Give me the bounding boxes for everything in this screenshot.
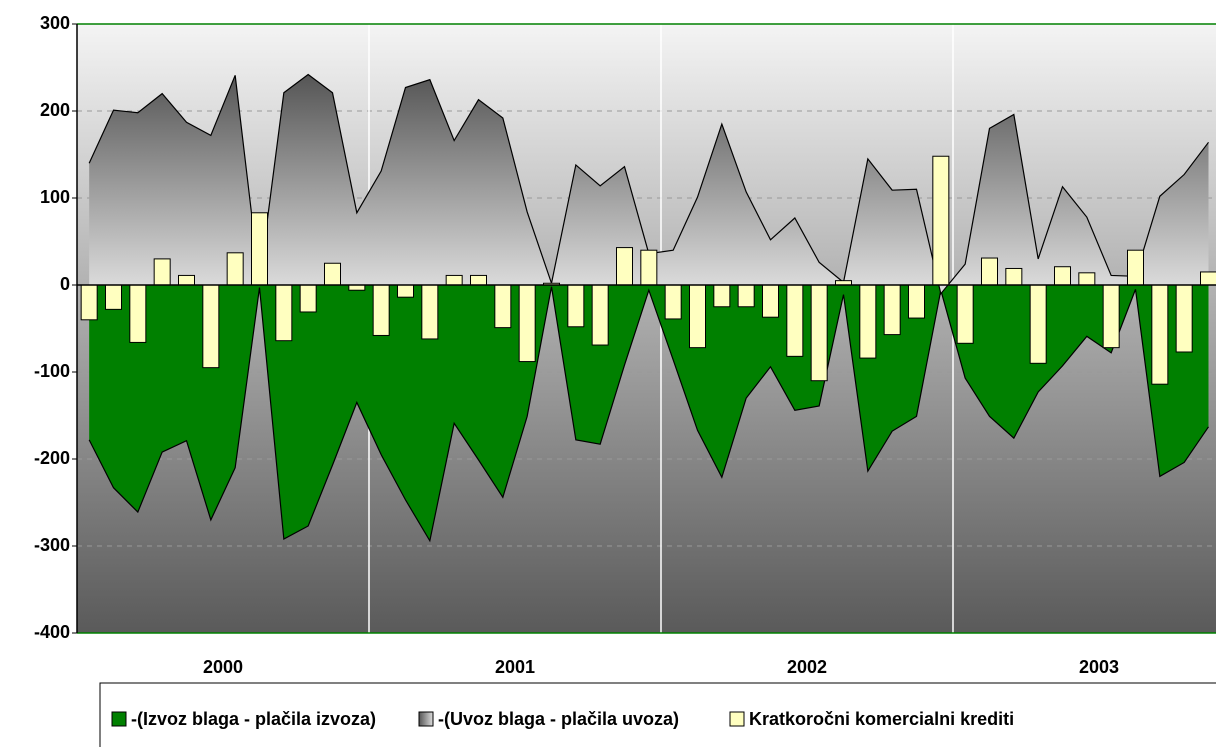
bar bbox=[640, 249, 658, 286]
legend-label: Kratkoročni komercialni krediti bbox=[749, 709, 1014, 729]
bar bbox=[1102, 284, 1120, 349]
legend-box bbox=[99, 682, 1216, 747]
x-tick-label: 2001 bbox=[495, 657, 535, 677]
x-tick-label: 2002 bbox=[787, 657, 827, 677]
y-tick-label: 0 bbox=[60, 274, 70, 294]
bar bbox=[883, 284, 901, 336]
bar bbox=[421, 284, 439, 340]
line bbox=[88, 286, 1209, 543]
bar bbox=[397, 284, 414, 298]
y-tick-label: -400 bbox=[34, 622, 70, 642]
bar bbox=[105, 284, 122, 310]
bar bbox=[518, 284, 536, 363]
bar bbox=[1175, 284, 1193, 353]
y-tick-label: 100 bbox=[40, 187, 70, 207]
bar bbox=[737, 284, 755, 308]
legend-swatch bbox=[418, 711, 434, 727]
bar bbox=[1200, 271, 1216, 286]
area bbox=[89, 285, 1209, 541]
bar bbox=[1151, 284, 1169, 385]
bar bbox=[1127, 249, 1144, 286]
legend-swatch bbox=[729, 711, 745, 727]
y-tick-label: 200 bbox=[40, 100, 70, 120]
bar bbox=[786, 284, 804, 357]
bar bbox=[616, 247, 633, 286]
bar bbox=[567, 284, 585, 328]
legend-label: -(Izvoz blaga - plačila izvoza) bbox=[131, 709, 376, 729]
y-tick-label: -300 bbox=[34, 535, 70, 555]
bar bbox=[713, 284, 731, 308]
bar bbox=[251, 212, 268, 286]
x-tick-label: 2000 bbox=[203, 657, 243, 677]
bar bbox=[981, 257, 998, 286]
bar bbox=[762, 284, 779, 318]
bar bbox=[859, 284, 877, 359]
x-tick-label: 2003 bbox=[1079, 657, 1119, 677]
bar bbox=[689, 284, 706, 349]
bar bbox=[445, 274, 463, 286]
bar bbox=[664, 284, 682, 320]
bar bbox=[1078, 272, 1096, 286]
bar bbox=[1054, 266, 1071, 286]
bar bbox=[80, 284, 98, 321]
bar bbox=[591, 284, 609, 346]
bar bbox=[178, 274, 195, 286]
bar bbox=[129, 284, 147, 343]
bar bbox=[494, 284, 512, 329]
bar bbox=[372, 284, 390, 336]
y-tick-label: -100 bbox=[34, 361, 70, 381]
bar bbox=[956, 284, 974, 344]
y-tick-label: 300 bbox=[40, 13, 70, 33]
bar bbox=[153, 258, 171, 286]
legend-label: -(Uvoz blaga - plačila uvoza) bbox=[438, 709, 679, 729]
bar bbox=[226, 252, 244, 286]
area bbox=[89, 74, 1209, 294]
bar bbox=[299, 284, 317, 313]
bar bbox=[470, 274, 487, 286]
bar bbox=[932, 155, 950, 286]
bar bbox=[810, 284, 828, 382]
legend-swatch bbox=[111, 711, 127, 727]
y-tick-label: -200 bbox=[34, 448, 70, 468]
bar bbox=[908, 284, 925, 319]
bar bbox=[202, 284, 220, 369]
bar bbox=[348, 284, 366, 291]
bar bbox=[1029, 284, 1047, 364]
bar bbox=[324, 262, 341, 286]
bar bbox=[275, 284, 293, 342]
bar bbox=[1005, 267, 1023, 286]
